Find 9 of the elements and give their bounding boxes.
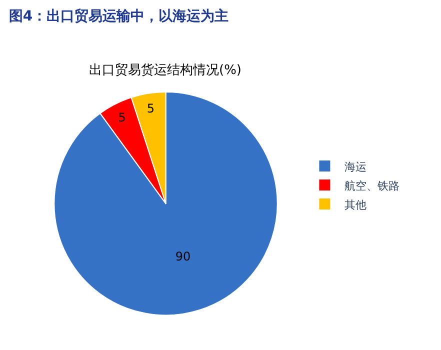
legend-label: 航空、铁路	[344, 179, 400, 192]
pie-slice	[54, 92, 278, 316]
data-label: 5	[146, 101, 154, 116]
chart-title: 图4：出口贸易运输中，以海运为主	[8, 7, 229, 24]
legend-label: 其他	[344, 198, 367, 212]
legend-label: 海运	[344, 160, 367, 174]
data-label: 90	[175, 250, 191, 264]
data-label: 5	[118, 110, 126, 125]
chart-subtitle: 出口贸易货运结构情况(%)	[89, 63, 242, 78]
